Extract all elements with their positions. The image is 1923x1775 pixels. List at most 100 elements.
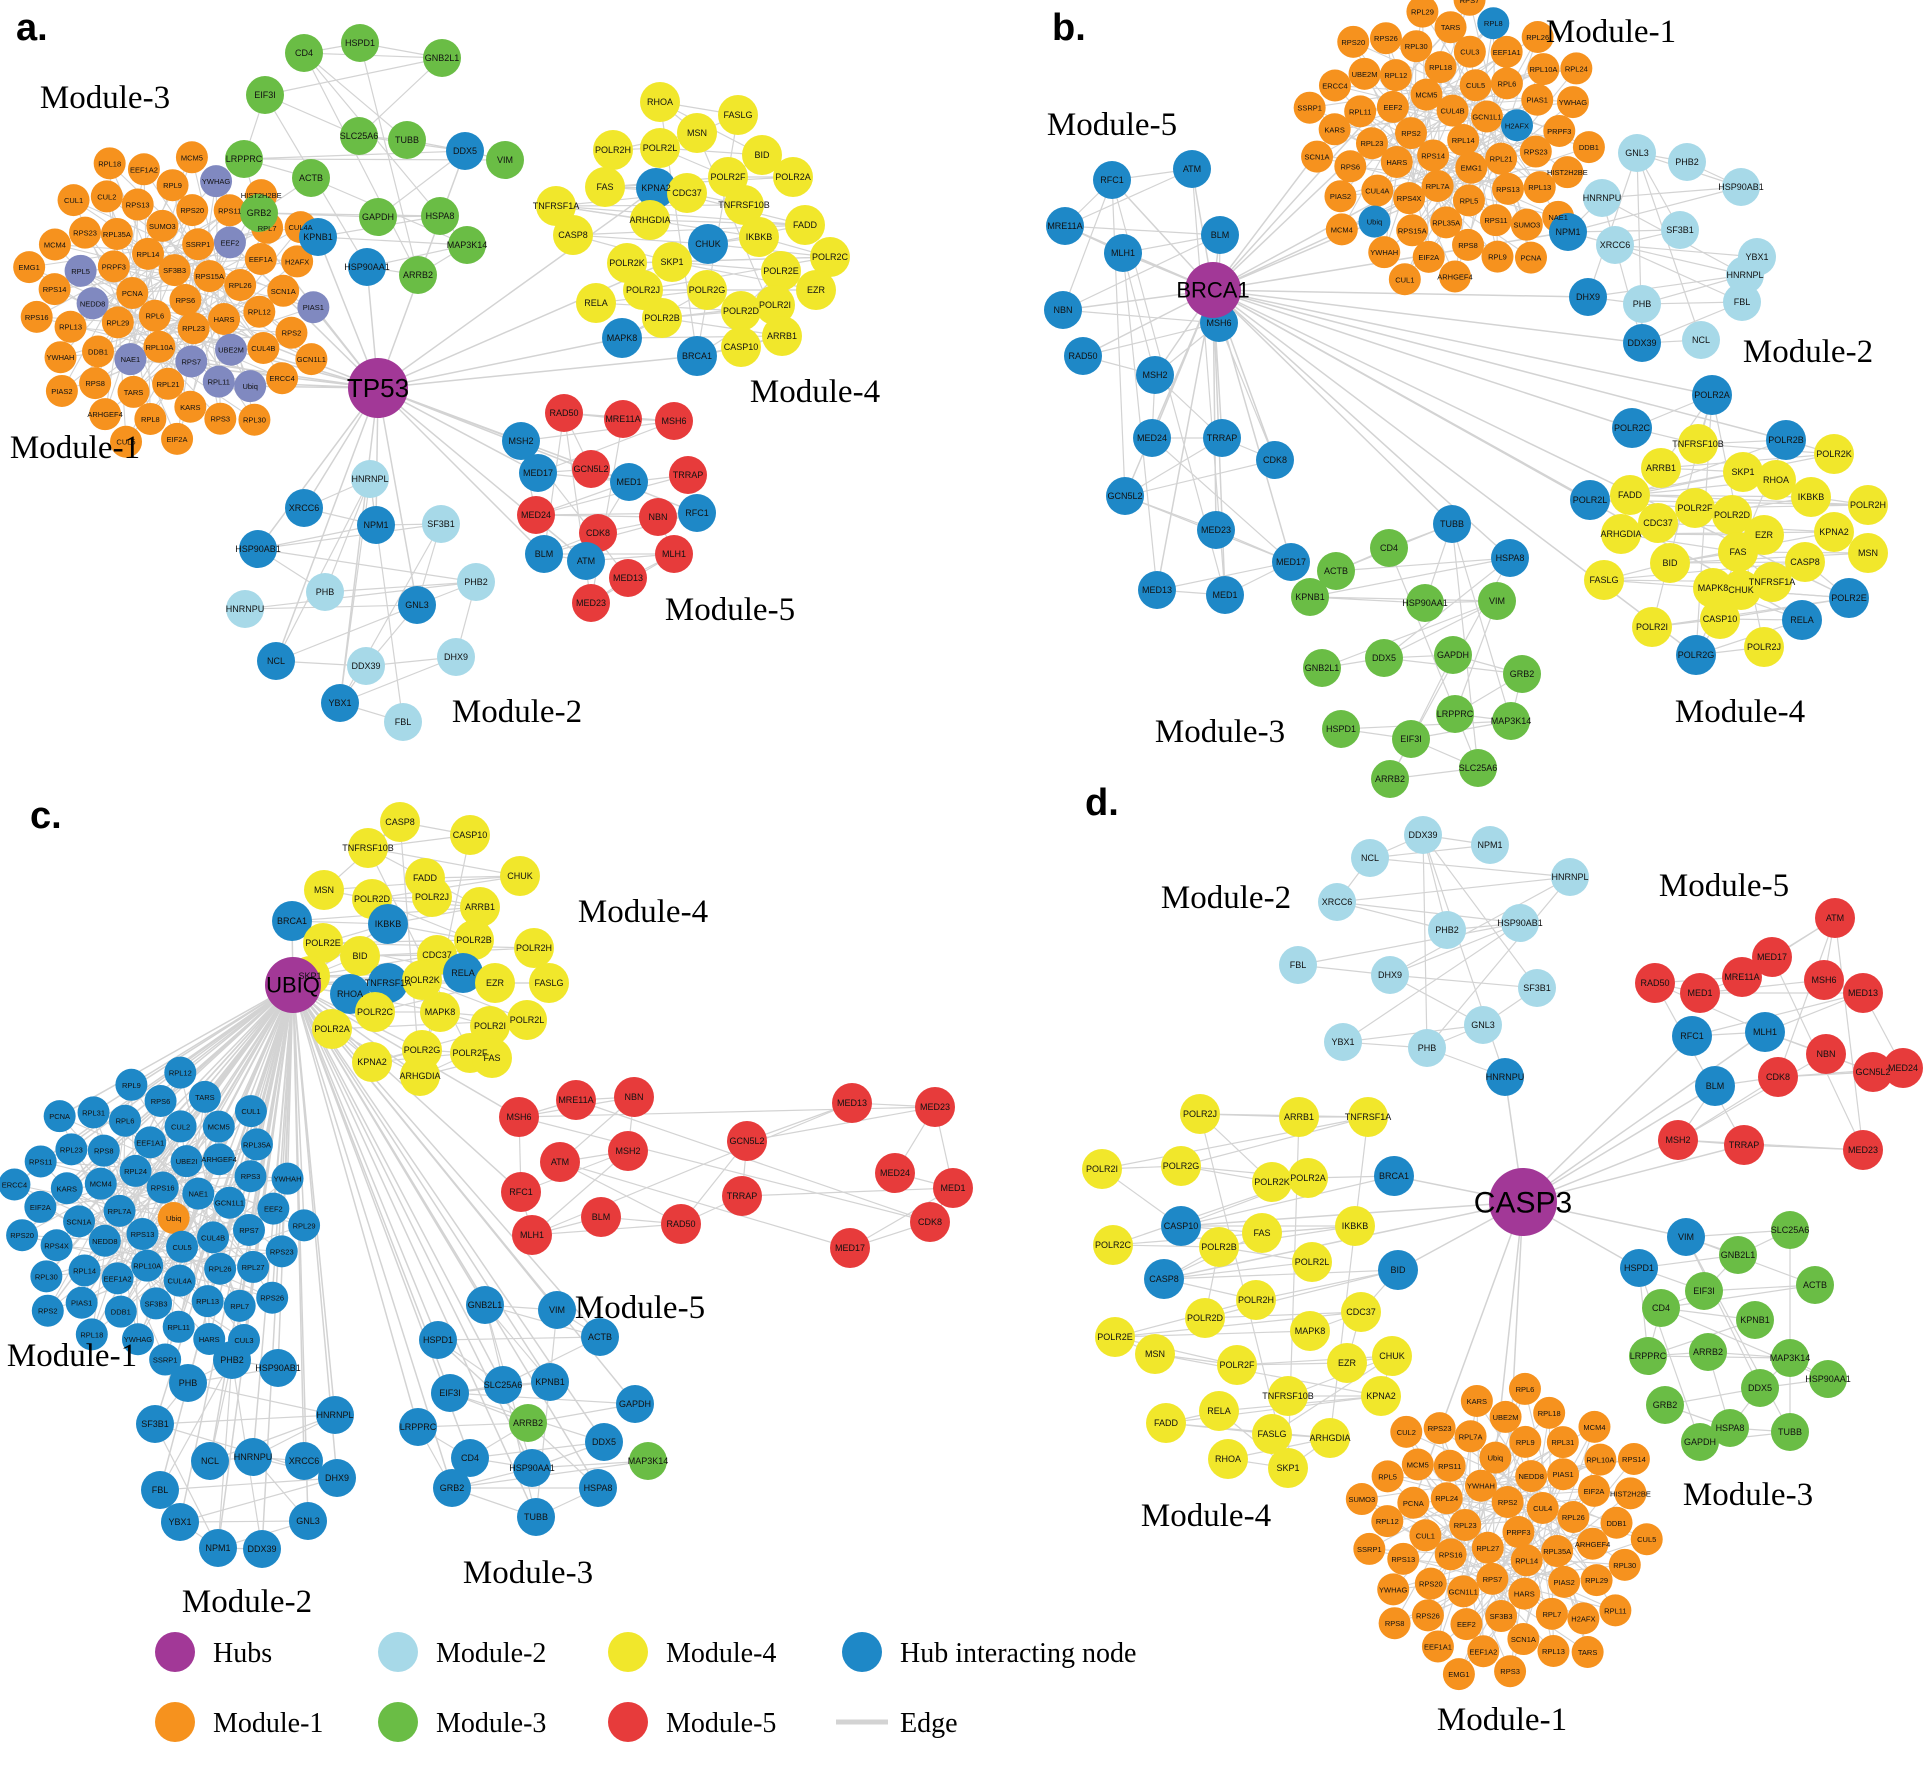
node-HSPD1[interactable] — [1620, 1249, 1658, 1287]
node-GNL3[interactable] — [1618, 134, 1656, 172]
hub-node-CASP3[interactable] — [1489, 1168, 1557, 1236]
node-GCN1L1[interactable] — [213, 1186, 246, 1219]
node-RPL12[interactable] — [164, 1056, 197, 1089]
node-POLR2J[interactable] — [1744, 627, 1784, 667]
node-LRPPRC[interactable] — [399, 1408, 437, 1446]
node-MSN[interactable] — [1848, 533, 1888, 573]
node-PIAS1[interactable] — [65, 1286, 98, 1319]
node-MLH1[interactable] — [1104, 234, 1142, 272]
node-HNRNPU[interactable] — [1486, 1058, 1524, 1096]
node-LRPPRC[interactable] — [1629, 1337, 1667, 1375]
node-BID[interactable] — [742, 135, 782, 175]
node-POLR2J[interactable] — [623, 270, 663, 310]
node-RAD50[interactable] — [661, 1204, 701, 1244]
node-CHUK[interactable] — [500, 856, 540, 896]
node-HSPA8[interactable] — [421, 197, 459, 235]
node-CDK8[interactable] — [1758, 1057, 1798, 1097]
node-RPS26[interactable] — [1411, 1599, 1444, 1632]
node-UBE2I[interactable] — [170, 1145, 203, 1178]
node-CUL3[interactable] — [1453, 35, 1486, 68]
node-RPS13[interactable] — [1387, 1542, 1420, 1575]
node-POLR2H[interactable] — [593, 130, 633, 170]
node-FASLG[interactable] — [1252, 1414, 1292, 1454]
node-RELA[interactable] — [1199, 1391, 1239, 1431]
node-POLR2E[interactable] — [303, 923, 343, 963]
node-YWHAH[interactable] — [1464, 1469, 1497, 1502]
node-RPL5[interactable] — [1371, 1460, 1404, 1493]
node-LRPPRC[interactable] — [225, 140, 263, 178]
node-POLR2H[interactable] — [514, 928, 554, 968]
node-EMG1[interactable] — [13, 251, 46, 284]
node-MCM5[interactable] — [1401, 1448, 1434, 1481]
node-FASLG[interactable] — [1584, 560, 1624, 600]
node-CUL5[interactable] — [110, 425, 143, 458]
node-SUMO3[interactable] — [146, 209, 179, 242]
node-RPS2[interactable] — [31, 1294, 64, 1327]
node-KPNA2[interactable] — [352, 1042, 392, 1082]
node-FBL[interactable] — [1723, 283, 1761, 321]
node-MED17[interactable] — [1752, 937, 1792, 977]
node-CUL4A[interactable] — [163, 1264, 196, 1297]
node-PHB[interactable] — [169, 1364, 207, 1402]
node-RPL10A[interactable] — [1584, 1443, 1617, 1476]
node-RPS20[interactable] — [1414, 1567, 1447, 1600]
node-MAPK8[interactable] — [1290, 1311, 1330, 1351]
node-SF3B1[interactable] — [1518, 969, 1556, 1007]
node-NCL[interactable] — [1351, 839, 1389, 877]
node-DDB1[interactable] — [1572, 131, 1605, 164]
node-NBN[interactable] — [639, 498, 677, 536]
node-TNFRSF1A[interactable] — [536, 186, 576, 226]
node-CUL1[interactable] — [1388, 263, 1421, 296]
node-CASP8[interactable] — [553, 215, 593, 255]
node-MSN[interactable] — [1135, 1334, 1175, 1374]
node-EMG1[interactable] — [1442, 1658, 1475, 1691]
node-RPS7[interactable] — [1453, 0, 1486, 16]
node-RPL14[interactable] — [132, 237, 165, 270]
node-POLR2L[interactable] — [640, 128, 680, 168]
node-MRE11A[interactable] — [1722, 957, 1762, 997]
node-GCN1L1[interactable] — [1470, 100, 1503, 133]
node-PCNA[interactable] — [116, 276, 149, 309]
node-PHB2[interactable] — [213, 1341, 251, 1379]
node-ARHGDIA[interactable] — [400, 1056, 440, 1096]
node-RPL5[interactable] — [1452, 184, 1485, 217]
node-RPL18[interactable] — [1533, 1396, 1566, 1429]
node-GCN5L2[interactable] — [1106, 477, 1144, 515]
node-EMG1[interactable] — [1455, 151, 1488, 184]
node-IKBKB[interactable] — [368, 904, 408, 944]
node-BLM[interactable] — [1695, 1066, 1735, 1106]
node-GAPDH[interactable] — [616, 1385, 654, 1423]
node-GNB2L1[interactable] — [1303, 649, 1341, 687]
node-IKBKB[interactable] — [1791, 477, 1831, 517]
node-HSP90AA1[interactable] — [348, 248, 386, 286]
node-YBX1[interactable] — [1324, 1023, 1362, 1061]
node-SCN1A[interactable] — [1301, 140, 1334, 173]
node-BRCA1[interactable] — [272, 901, 312, 941]
node-MSH2[interactable] — [502, 422, 540, 460]
node-NPM1[interactable] — [199, 1529, 237, 1567]
node-DDB1[interactable] — [1600, 1506, 1633, 1539]
node-ARRB2[interactable] — [1689, 1333, 1727, 1371]
node-RPL26[interactable] — [204, 1252, 237, 1285]
node-TNFRSF10B[interactable] — [1678, 424, 1718, 464]
node-RPL13[interactable] — [54, 310, 87, 343]
node-PIAS1[interactable] — [1547, 1458, 1580, 1491]
node-FASLG[interactable] — [718, 95, 758, 135]
node-MED24[interactable] — [875, 1153, 915, 1193]
node-HSP90AB1[interactable] — [1501, 904, 1539, 942]
node-PIAS2[interactable] — [45, 374, 78, 407]
node-RPS13[interactable] — [1491, 172, 1524, 205]
node-ATM[interactable] — [567, 542, 605, 580]
node-XRCC6[interactable] — [1318, 883, 1356, 921]
node-RPS6[interactable] — [1334, 150, 1367, 183]
node-SF3B3[interactable] — [140, 1287, 173, 1320]
node-RPS8[interactable] — [1452, 228, 1485, 261]
node-YWHAG[interactable] — [1556, 86, 1589, 119]
node-SF3B1[interactable] — [422, 505, 460, 543]
node-BLM[interactable] — [1201, 216, 1239, 254]
node-MCM4[interactable] — [1325, 213, 1358, 246]
node-H2AFX[interactable] — [1500, 109, 1533, 142]
node-VIM[interactable] — [486, 141, 524, 179]
node-SLC25A6[interactable] — [340, 117, 378, 155]
node-MCM4[interactable] — [38, 228, 71, 261]
